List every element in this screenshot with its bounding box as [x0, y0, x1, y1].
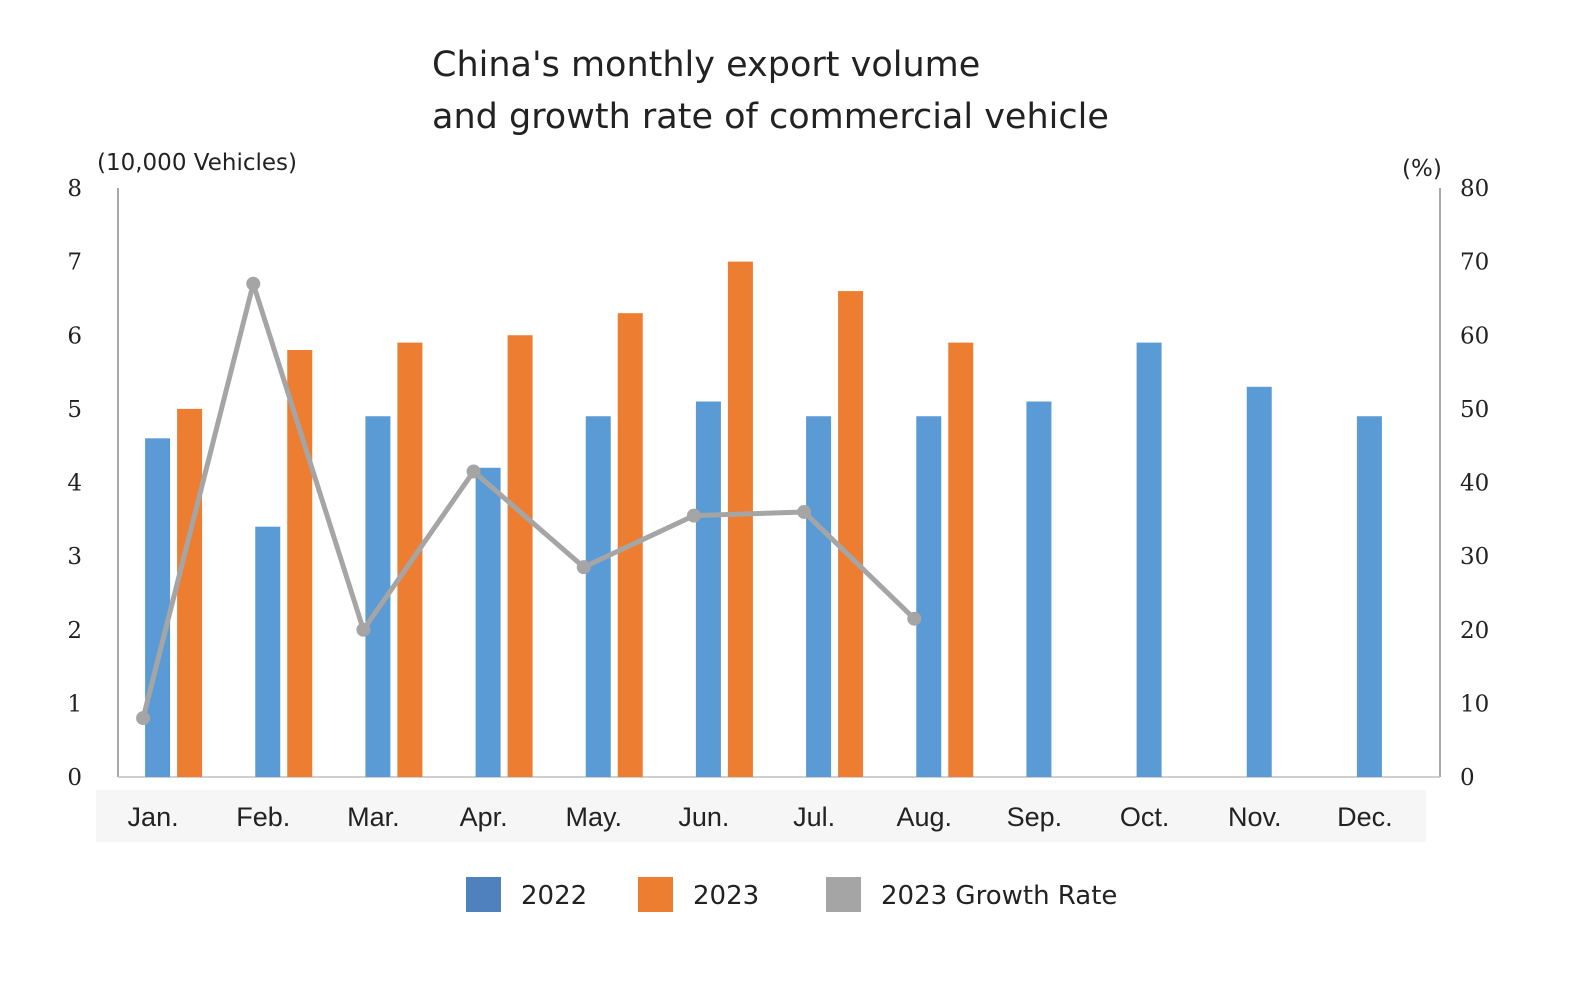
bar-2022 — [145, 438, 171, 777]
growth-line — [136, 276, 922, 726]
growth-rate-point — [576, 560, 591, 575]
bars — [145, 261, 1382, 777]
chart-title-line-1: China's monthly export volume — [432, 45, 980, 85]
x-tick-label: Jan. — [128, 802, 179, 832]
growth-rate-point — [356, 622, 371, 637]
left-y-tick-label: 1 — [67, 691, 82, 717]
left-y-tick-label: 8 — [67, 176, 82, 202]
legend: 2022 2023 2023 Growth Rate — [466, 877, 1117, 912]
bar-2023 — [287, 349, 313, 777]
x-tick-label: Feb. — [236, 802, 290, 832]
left-y-tick-label: 5 — [67, 397, 82, 423]
left-y-tick-label: 3 — [67, 544, 82, 570]
growth-rate-point — [246, 276, 261, 291]
left-y-tick-label: 7 — [67, 250, 82, 276]
left-y-tick-label: 0 — [67, 765, 82, 791]
bar-2022 — [806, 416, 832, 777]
x-tick-label: Aug. — [896, 802, 952, 832]
bar-2022 — [585, 416, 611, 777]
x-tick-label: Mar. — [347, 802, 400, 832]
x-tick-label: Jun. — [678, 802, 729, 832]
left-y-tick-label: 4 — [67, 471, 82, 497]
right-axis-unit: (%) — [1402, 156, 1442, 182]
right-y-tick-label: 70 — [1460, 250, 1489, 276]
right-y-tick-label: 40 — [1460, 471, 1489, 497]
bar-2023 — [177, 408, 203, 777]
bar-2023 — [507, 335, 533, 777]
growth-rate-point — [797, 504, 812, 519]
x-tick-label: Nov. — [1228, 802, 1282, 832]
left-y-ticks: 0 1 2 3 4 5 6 7 8 — [67, 176, 82, 791]
growth-rate-point — [907, 611, 922, 626]
legend-label: 2022 — [521, 881, 587, 911]
legend-label: 2023 — [693, 881, 759, 911]
bar-2022 — [475, 467, 501, 777]
bar-2022 — [1136, 342, 1162, 777]
chart-title-line-2: and growth rate of commercial vehicle — [432, 97, 1109, 137]
bar-2023 — [948, 342, 974, 777]
x-axis-band — [96, 790, 1426, 842]
x-tick-label: Apr. — [460, 802, 508, 832]
bar-2022 — [1246, 386, 1272, 777]
x-tick-label: May. — [565, 802, 622, 832]
right-y-tick-label: 20 — [1460, 618, 1489, 644]
bar-2022 — [916, 416, 942, 777]
right-y-ticks: 0 10 20 30 40 50 60 70 80 — [1460, 176, 1489, 791]
x-tick-label: Oct. — [1120, 802, 1170, 832]
x-tick-label: Sep. — [1007, 802, 1063, 832]
bar-2023 — [838, 291, 864, 777]
x-tick-label: Dec. — [1337, 802, 1393, 832]
growth-rate-point — [686, 508, 701, 523]
right-y-tick-label: 60 — [1460, 323, 1489, 349]
bar-2022 — [1026, 401, 1052, 777]
x-ticks: Jan. Feb. Mar. Apr. May. Jun. Jul. Aug. Sep. Oct.… — [128, 802, 1393, 832]
legend-label: 2023 Growth Rate — [881, 881, 1117, 911]
bar-2022 — [695, 401, 721, 777]
bar-2022 — [255, 526, 281, 777]
legend-swatch — [826, 877, 861, 912]
x-tick-label: Jul. — [793, 802, 835, 832]
right-y-tick-label: 50 — [1460, 397, 1489, 423]
right-y-tick-label: 10 — [1460, 691, 1489, 717]
left-y-tick-label: 2 — [67, 618, 82, 644]
legend-swatch — [466, 877, 501, 912]
left-y-tick-label: 6 — [67, 323, 82, 349]
growth-rate-point — [466, 464, 481, 479]
growth-rate-line — [140, 281, 916, 719]
right-y-tick-label: 80 — [1460, 176, 1489, 202]
growth-rate-point — [136, 711, 151, 726]
legend-swatch — [638, 877, 673, 912]
right-y-tick-label: 0 — [1460, 765, 1475, 791]
right-y-tick-label: 30 — [1460, 544, 1489, 570]
left-axis-unit: (10,000 Vehicles) — [97, 150, 297, 176]
bar-2022 — [1356, 416, 1382, 777]
bar-2023 — [727, 261, 753, 777]
